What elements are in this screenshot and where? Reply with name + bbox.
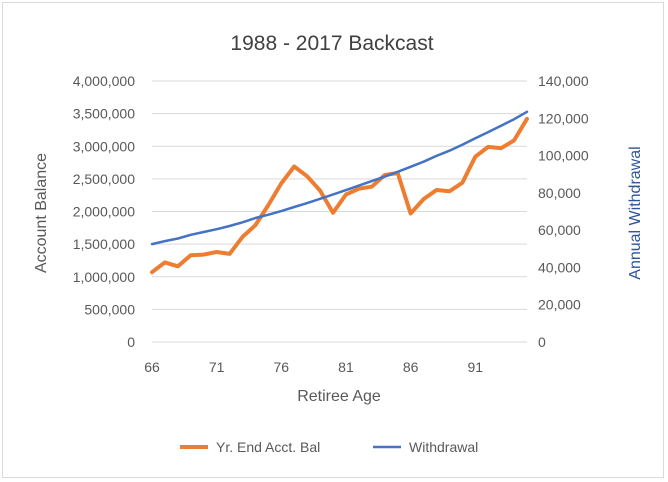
- y2-tick-label: 20,000: [538, 297, 581, 313]
- x-tick-label: 76: [274, 359, 290, 375]
- x-axis-label: Retiree Age: [297, 388, 381, 405]
- y-tick-label: 4,000,000: [73, 73, 135, 89]
- right-axis-ticks: 0 20,000 40,000 60,000 80,000 100,000 120,000 1…: [538, 73, 589, 350]
- gridlines: [152, 80, 527, 343]
- series-line-account-balance: [150, 116, 529, 275]
- legend-entry: Withdrawal: [409, 439, 478, 455]
- left-axis-ticks: 0 500,000 1,000,000 1,500,000 2,000,000 2,500…: [73, 73, 136, 350]
- legend-entry: Yr. End Acct. Bal: [216, 439, 320, 455]
- x-tick-label: 66: [144, 359, 160, 375]
- y2-tick-label: 140,000: [538, 73, 589, 89]
- y-tick-label: 1,000,000: [73, 269, 135, 285]
- y-tick-label: 3,000,000: [73, 138, 135, 154]
- y-tick-label: 500,000: [84, 301, 135, 317]
- series-line-withdrawal: [150, 110, 529, 246]
- y2-tick-label: 0: [538, 334, 546, 350]
- y-tick-label: 1,500,000: [73, 236, 135, 252]
- series-lines: [150, 110, 529, 275]
- y-axis-label: Account Balance: [33, 153, 50, 273]
- y2-tick-label: 60,000: [538, 222, 581, 238]
- y-tick-label: 3,500,000: [73, 106, 135, 122]
- y2-tick-label: 100,000: [538, 148, 589, 164]
- x-tick-label: 91: [467, 359, 483, 375]
- x-tick-label: 81: [338, 359, 354, 375]
- y-tick-label: 0: [127, 334, 135, 350]
- chart-title: 1988 - 2017 Backcast: [230, 32, 433, 55]
- x-tick-label: 86: [403, 359, 419, 375]
- y2-tick-label: 80,000: [538, 185, 581, 201]
- y-tick-label: 2,500,000: [73, 171, 135, 187]
- y2-tick-label: 120,000: [538, 110, 589, 126]
- y2-tick-label: 40,000: [538, 259, 581, 275]
- y-tick-label: 2,000,000: [73, 204, 135, 220]
- y2-axis-label: Annual Withdrawal: [627, 146, 644, 279]
- legend: Yr. End Acct. Bal Withdrawal: [180, 439, 478, 455]
- x-tick-label: 71: [209, 359, 225, 375]
- x-axis-ticks: 66 71 76 81 86 91: [144, 359, 483, 375]
